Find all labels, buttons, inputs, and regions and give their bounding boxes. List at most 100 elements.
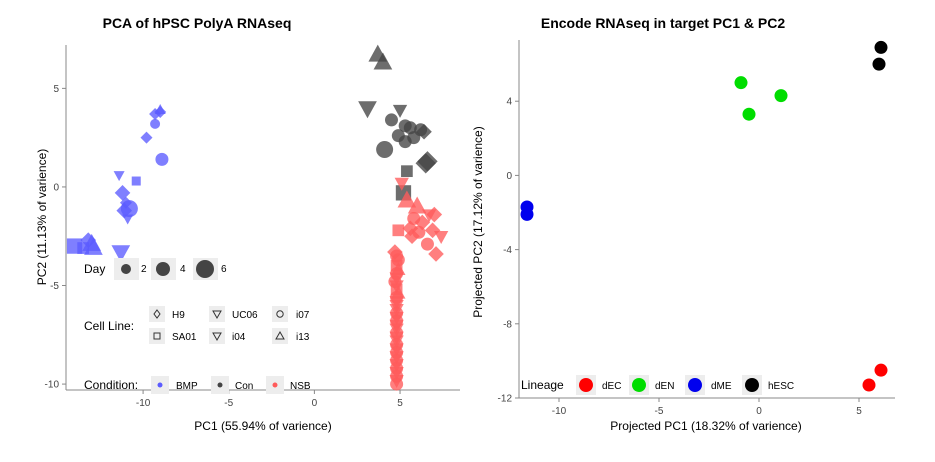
pca-y-tick-label: -5 <box>50 281 59 292</box>
legend-day: Day 2 4 6 <box>84 258 227 280</box>
pca-chart: PCA of hPSC PolyA RNAseq -10 -5 0 5 -10 -5 0 5… <box>35 15 460 433</box>
pca-y-tick-label: 0 <box>53 182 59 193</box>
encode-point <box>872 57 886 71</box>
encode-x-ticks: -10 -5 0 5 <box>552 398 862 417</box>
legend-cell-line: Cell Line: H9 UC06 i07 SA01 i04 i13 <box>84 306 310 344</box>
legend-cell-key-bg-i07 <box>272 306 288 322</box>
legend-condition-title: Condition: <box>84 378 138 392</box>
encode-chart-title: Encode RNAseq in target PC1 & PC2 <box>541 15 785 31</box>
encode-y-tick-label: 4 <box>506 97 512 108</box>
pca-point <box>113 171 125 182</box>
encode-point <box>862 378 876 392</box>
pca-x-tick-label: 5 <box>397 398 403 409</box>
legend-day-6-label: 6 <box>221 264 227 275</box>
legend-hesc-symbol <box>745 378 759 392</box>
pca-x-tick-label: -5 <box>224 398 233 409</box>
legend-i07-symbol <box>276 310 284 318</box>
pca-point <box>150 118 161 129</box>
pca-point <box>358 101 377 119</box>
legend-lineage: Lineage dEC dEN dME hESC <box>521 375 794 395</box>
legend-i04-label: i04 <box>232 332 246 343</box>
pca-y-ticks: -10 -5 0 5 <box>45 84 66 391</box>
pca-point <box>140 131 153 144</box>
legend-day-4-label: 4 <box>180 264 186 275</box>
legend-sa01-label: SA01 <box>172 332 197 343</box>
legend-den-label: dEN <box>655 381 674 392</box>
legend-cell-key-bg-i13 <box>272 328 288 344</box>
pca-point <box>131 176 141 186</box>
pca-point <box>397 190 417 208</box>
pca-point <box>401 165 413 178</box>
pca-y-axis-title: PC2 (11.13% of varience) <box>35 149 49 286</box>
pca-point <box>116 202 133 219</box>
legend-nsb-symbol <box>272 382 278 388</box>
pca-point <box>404 228 420 245</box>
legend-cell-key-bg-sa01 <box>149 328 165 344</box>
pca-chart-title: PCA of hPSC PolyA RNAseq <box>103 15 292 31</box>
encode-point <box>734 76 748 90</box>
encode-y-tick-label: -12 <box>498 394 513 405</box>
pca-point <box>416 123 432 140</box>
legend-uc06-symbol <box>212 310 222 320</box>
legend-cell-key-bg-h9 <box>149 306 165 322</box>
encode-y-tick-label: -4 <box>503 245 512 256</box>
encode-x-tick-label: -10 <box>552 406 567 417</box>
legend-dme-label: dME <box>711 381 732 392</box>
pca-x-tick-label: 0 <box>312 398 318 409</box>
pca-point <box>428 246 444 262</box>
pca-point <box>392 104 408 118</box>
pca-point <box>66 238 83 254</box>
encode-y-ticks: -12 -8 -4 0 4 <box>498 97 519 405</box>
pca-point <box>398 135 412 149</box>
legend-dme-symbol <box>688 378 702 392</box>
legend-i13-label: i13 <box>296 332 310 343</box>
pca-point <box>392 224 405 237</box>
encode-x-tick-label: 0 <box>756 406 762 417</box>
encode-point <box>774 89 788 103</box>
encode-x-tick-label: 5 <box>856 406 862 417</box>
pca-point <box>426 206 443 223</box>
pca-point <box>434 231 449 245</box>
legend-lineage-title: Lineage <box>521 378 564 392</box>
encode-point <box>874 40 888 54</box>
legend-dec-symbol <box>579 378 593 392</box>
encode-chart: Encode RNAseq in target PC1 & PC2 -10 -5 0… <box>471 15 895 433</box>
pca-point <box>149 108 162 120</box>
encode-y-axis-title: Projected PC2 (17.12% of varience) <box>471 126 485 317</box>
pca-point <box>424 222 441 239</box>
pca-point <box>394 177 409 191</box>
pca-point <box>403 121 417 135</box>
pca-point <box>376 140 394 158</box>
legend-bmp-label: BMP <box>176 381 198 392</box>
encode-x-tick-label: -5 <box>655 406 664 417</box>
encode-point <box>742 107 756 121</box>
pca-points <box>66 44 449 391</box>
legend-i07-label: i07 <box>296 310 310 321</box>
legend-con-label: Con <box>235 381 253 392</box>
legend-h9-label: H9 <box>172 310 185 321</box>
pca-point <box>111 245 131 263</box>
legend-cell-key-bg-i04 <box>209 328 225 344</box>
legend-cell-key-bg-uc06 <box>209 306 225 322</box>
legend-cell-line-title: Cell Line: <box>84 319 134 333</box>
legend-con-symbol <box>217 382 223 388</box>
legend-bmp-symbol <box>157 382 163 388</box>
pca-point <box>420 237 434 251</box>
pca-x-tick-label: -10 <box>136 398 151 409</box>
pca-point <box>77 242 89 254</box>
encode-point <box>520 207 534 221</box>
legend-h9-symbol <box>153 309 161 319</box>
legend-nsb-label: NSB <box>290 381 311 392</box>
legend-hesc-label: hESC <box>768 381 794 392</box>
legend-day-2-symbol <box>121 264 131 274</box>
legend-day-4-symbol <box>156 262 170 276</box>
pca-y-tick-label: 5 <box>53 84 59 95</box>
pca-point <box>122 214 134 225</box>
legend-i04-symbol <box>212 332 222 342</box>
legend-condition: Condition: BMP Con NSB <box>84 376 311 394</box>
encode-y-tick-label: 0 <box>506 171 512 182</box>
encode-x-axis-title: Projected PC1 (18.32% of varience) <box>610 419 801 433</box>
pca-point <box>402 220 419 237</box>
pca-point <box>414 214 431 231</box>
